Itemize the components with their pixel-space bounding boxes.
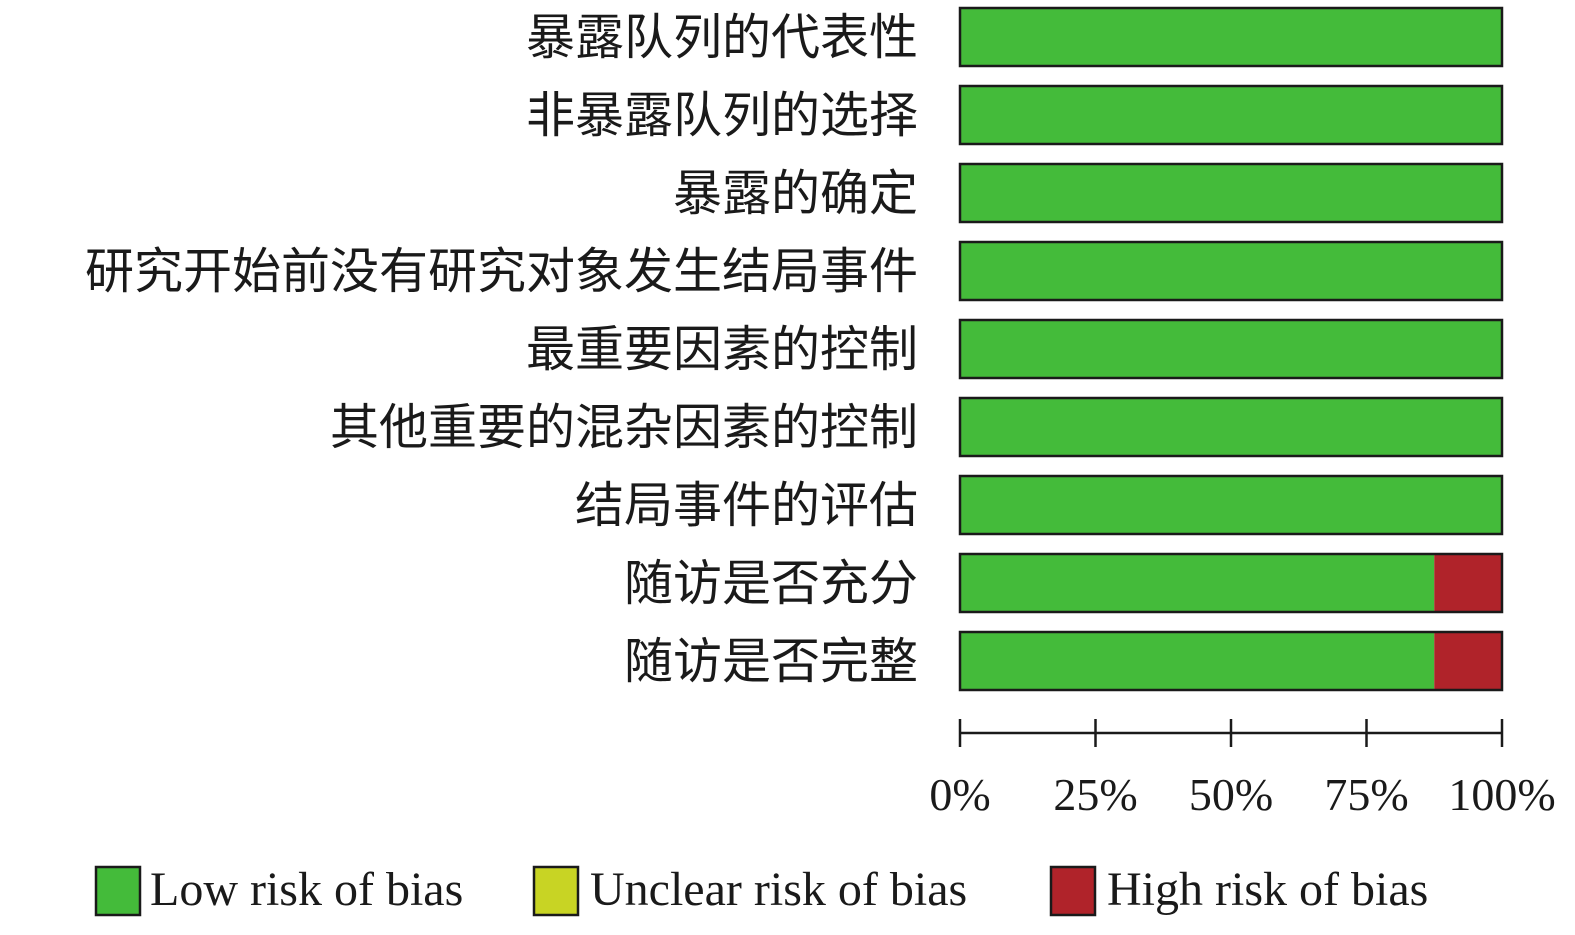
category-label: 随访是否充分 bbox=[624, 555, 918, 612]
bars bbox=[958, 6, 1504, 692]
x-tick-label: 100% bbox=[1448, 769, 1555, 820]
category-label: 其他重要的混杂因素的控制 bbox=[330, 399, 918, 456]
legend-swatch bbox=[532, 865, 580, 917]
legend-label: Low risk of bias bbox=[150, 863, 463, 916]
category-label: 结局事件的评估 bbox=[575, 477, 918, 534]
bar-outline bbox=[958, 318, 1504, 380]
category-label: 暴露的确定 bbox=[673, 165, 918, 222]
category-label: 随访是否完整 bbox=[624, 633, 918, 690]
legend-swatch bbox=[94, 865, 142, 917]
category-label: 研究开始前没有研究对象发生结局事件 bbox=[85, 243, 918, 300]
category-label: 非暴露队列的选择 bbox=[526, 87, 918, 144]
bar-segment-low-risk-of-bias bbox=[960, 476, 1502, 534]
category-label: 暴露队列的代表性 bbox=[526, 9, 918, 66]
bar-outline bbox=[958, 6, 1504, 68]
bar-outline bbox=[958, 162, 1504, 224]
bar-segment-low-risk-of-bias bbox=[960, 398, 1502, 456]
x-axis: 0% 25% 50% 75% 100% bbox=[929, 719, 1556, 820]
legend-swatch bbox=[1049, 865, 1097, 917]
bar-segment-low-risk-of-bias bbox=[960, 8, 1502, 66]
bar-outline bbox=[958, 84, 1504, 146]
category-label: 最重要因素的控制 bbox=[526, 321, 918, 378]
x-tick-label: 0% bbox=[929, 769, 990, 820]
category-labels: 暴露队列的代表性非暴露队列的选择暴露的确定研究开始前没有研究对象发生结局事件最重… bbox=[85, 9, 918, 690]
x-tick-label: 25% bbox=[1053, 769, 1137, 820]
bar-segment-low-risk-of-bias bbox=[960, 554, 1435, 612]
bar-segment-low-risk-of-bias bbox=[960, 86, 1502, 144]
bar-outline bbox=[958, 630, 1504, 692]
legend-label: Unclear risk of bias bbox=[590, 863, 967, 916]
bar-segment-high-risk-of-bias bbox=[1434, 554, 1502, 612]
bar-segment-low-risk-of-bias bbox=[960, 164, 1502, 222]
bar-outline bbox=[958, 396, 1504, 458]
bar-outline bbox=[958, 552, 1504, 614]
bar-segment-low-risk-of-bias bbox=[960, 320, 1502, 378]
legend: Low risk of bias Unclear risk of bias High… bbox=[94, 863, 1428, 917]
legend-label: High risk of bias bbox=[1107, 863, 1428, 916]
bar-outline bbox=[958, 240, 1504, 302]
bar-segment-high-risk-of-bias bbox=[1434, 632, 1502, 690]
bar-segment-low-risk-of-bias bbox=[960, 632, 1435, 690]
bar-segment-low-risk-of-bias bbox=[960, 242, 1502, 300]
bar-outline bbox=[958, 474, 1504, 536]
x-tick-label: 50% bbox=[1189, 769, 1273, 820]
x-tick-label: 75% bbox=[1324, 769, 1408, 820]
